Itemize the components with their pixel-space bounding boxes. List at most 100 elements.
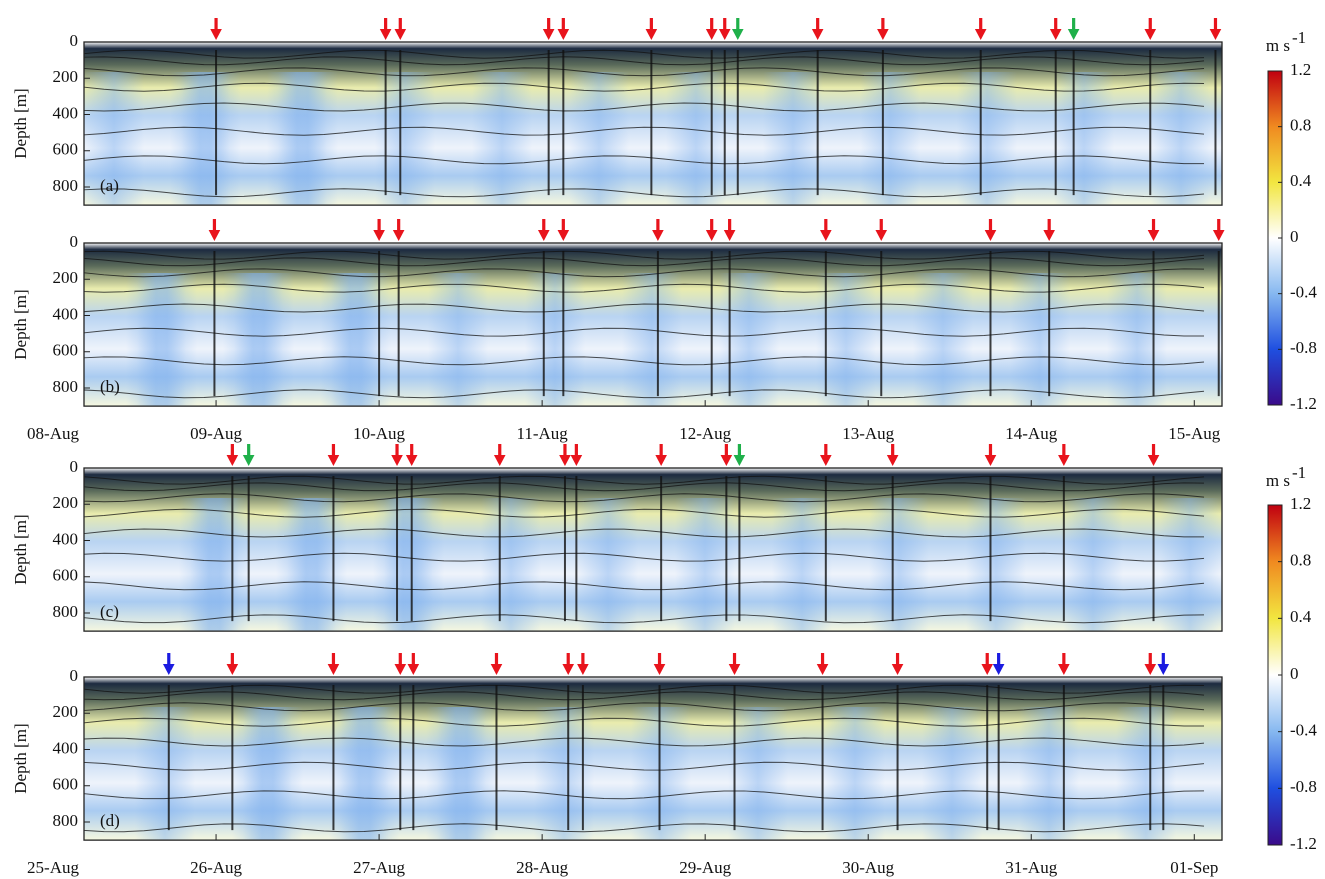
- event-arrow: [542, 18, 555, 40]
- field-patch: [1107, 273, 1167, 407]
- field-patch: [825, 707, 885, 841]
- field-patch: [569, 72, 629, 206]
- field-patch: [1160, 498, 1220, 632]
- field-patch: [472, 72, 532, 206]
- isoline: [83, 508, 1205, 518]
- event-arrow: [490, 653, 503, 675]
- field-patch: [276, 498, 336, 632]
- plot-frame: [83, 41, 1223, 206]
- x-tick-label: 25-Aug: [27, 858, 79, 877]
- isoline: [83, 528, 1205, 538]
- x-tick-label: 10-Aug: [353, 424, 405, 443]
- event-arrow: [1147, 219, 1160, 241]
- field-patch: [622, 273, 682, 407]
- colorbar-tick-label: -0.4: [1290, 283, 1317, 302]
- event-arrow: [493, 444, 506, 466]
- event-arrow: [984, 444, 997, 466]
- field-patch: [373, 498, 433, 632]
- event-arrow: [886, 444, 899, 466]
- colorbar-tick-label: 0: [1290, 664, 1299, 683]
- y-axis-label: Depth [m]: [11, 723, 30, 793]
- x-tick-label: 13-Aug: [842, 424, 894, 443]
- field-patch: [666, 72, 726, 206]
- isoline: [83, 552, 1205, 562]
- isoline: [83, 356, 1205, 366]
- field-patch: [170, 72, 230, 206]
- x-tick-label: 08-Aug: [27, 424, 79, 443]
- y-tick-label: 0: [70, 666, 79, 685]
- event-arrow: [652, 219, 664, 241]
- isoline: [83, 790, 1205, 800]
- event-arrow: [811, 18, 824, 40]
- isoline: [83, 126, 1205, 136]
- colorbar-unit-exponent: -1: [1292, 463, 1306, 482]
- y-axis-label: Depth [m]: [11, 289, 30, 359]
- x-tick-label: 14-Aug: [1005, 424, 1057, 443]
- field-patch: [267, 72, 327, 206]
- panel-label: (b): [100, 377, 120, 396]
- event-arrow: [557, 219, 570, 241]
- event-arrow: [731, 18, 744, 40]
- event-arrow: [210, 18, 222, 40]
- event-arrow: [208, 219, 221, 241]
- x-tick-label: 30-Aug: [842, 858, 894, 877]
- panel-label: (d): [100, 811, 120, 830]
- field-patch: [578, 498, 638, 632]
- field-patch: [860, 72, 920, 206]
- field-patch: [1063, 498, 1123, 632]
- colorbar-tick-label: 0.8: [1290, 116, 1311, 135]
- x-tick-label: 11-Aug: [516, 424, 568, 443]
- event-arrow: [373, 219, 385, 241]
- isoline: [83, 283, 1205, 293]
- y-tick-label: 800: [53, 377, 79, 396]
- field-patch: [1054, 72, 1114, 206]
- isoline: [83, 614, 1205, 624]
- colorbar-unit: m s: [1266, 36, 1290, 55]
- field-patch: [957, 72, 1017, 206]
- event-arrow: [1049, 18, 1062, 40]
- event-arrow: [877, 18, 889, 40]
- isoline: [83, 49, 1205, 59]
- event-arrow: [1209, 18, 1222, 40]
- event-arrow: [407, 653, 420, 675]
- event-arrow: [705, 219, 718, 241]
- event-arrow: [391, 444, 403, 466]
- panel-label: (c): [100, 602, 119, 621]
- isoline: [83, 327, 1205, 337]
- colorbar-unit: m s: [1266, 471, 1290, 490]
- event-arrow: [705, 18, 718, 40]
- event-arrow: [226, 653, 239, 675]
- event-arrow: [379, 18, 392, 40]
- event-arrow: [1144, 18, 1157, 40]
- event-arrow: [327, 444, 340, 466]
- isoline: [83, 268, 1205, 278]
- event-arrow: [875, 219, 888, 241]
- field-patch: [869, 498, 929, 632]
- y-tick-label: 200: [53, 268, 79, 287]
- event-arrow: [728, 653, 741, 675]
- y-tick-label: 600: [53, 775, 79, 794]
- event-arrow: [820, 219, 832, 241]
- isoline: [83, 102, 1205, 112]
- isoline: [83, 155, 1205, 165]
- event-arrow: [981, 653, 994, 675]
- event-arrow: [557, 18, 570, 40]
- isoline: [83, 257, 1205, 267]
- event-arrow: [242, 444, 255, 466]
- event-arrow: [577, 653, 589, 675]
- event-arrow: [820, 444, 832, 466]
- x-tick-label: 29-Aug: [679, 858, 731, 877]
- event-arrow: [992, 653, 1005, 675]
- isoline: [83, 188, 1205, 198]
- colorbar-tick-label: -1.2: [1290, 834, 1317, 853]
- isoline: [83, 761, 1205, 771]
- y-tick-label: 0: [70, 232, 79, 251]
- event-arrow: [733, 444, 746, 466]
- event-arrow: [645, 18, 658, 40]
- event-arrow: [1058, 653, 1070, 675]
- y-tick-label: 800: [53, 176, 79, 195]
- colorbar-tick-label: 1.2: [1290, 60, 1311, 79]
- colorbar-unit-exponent: -1: [1292, 28, 1306, 47]
- event-arrow: [720, 444, 733, 466]
